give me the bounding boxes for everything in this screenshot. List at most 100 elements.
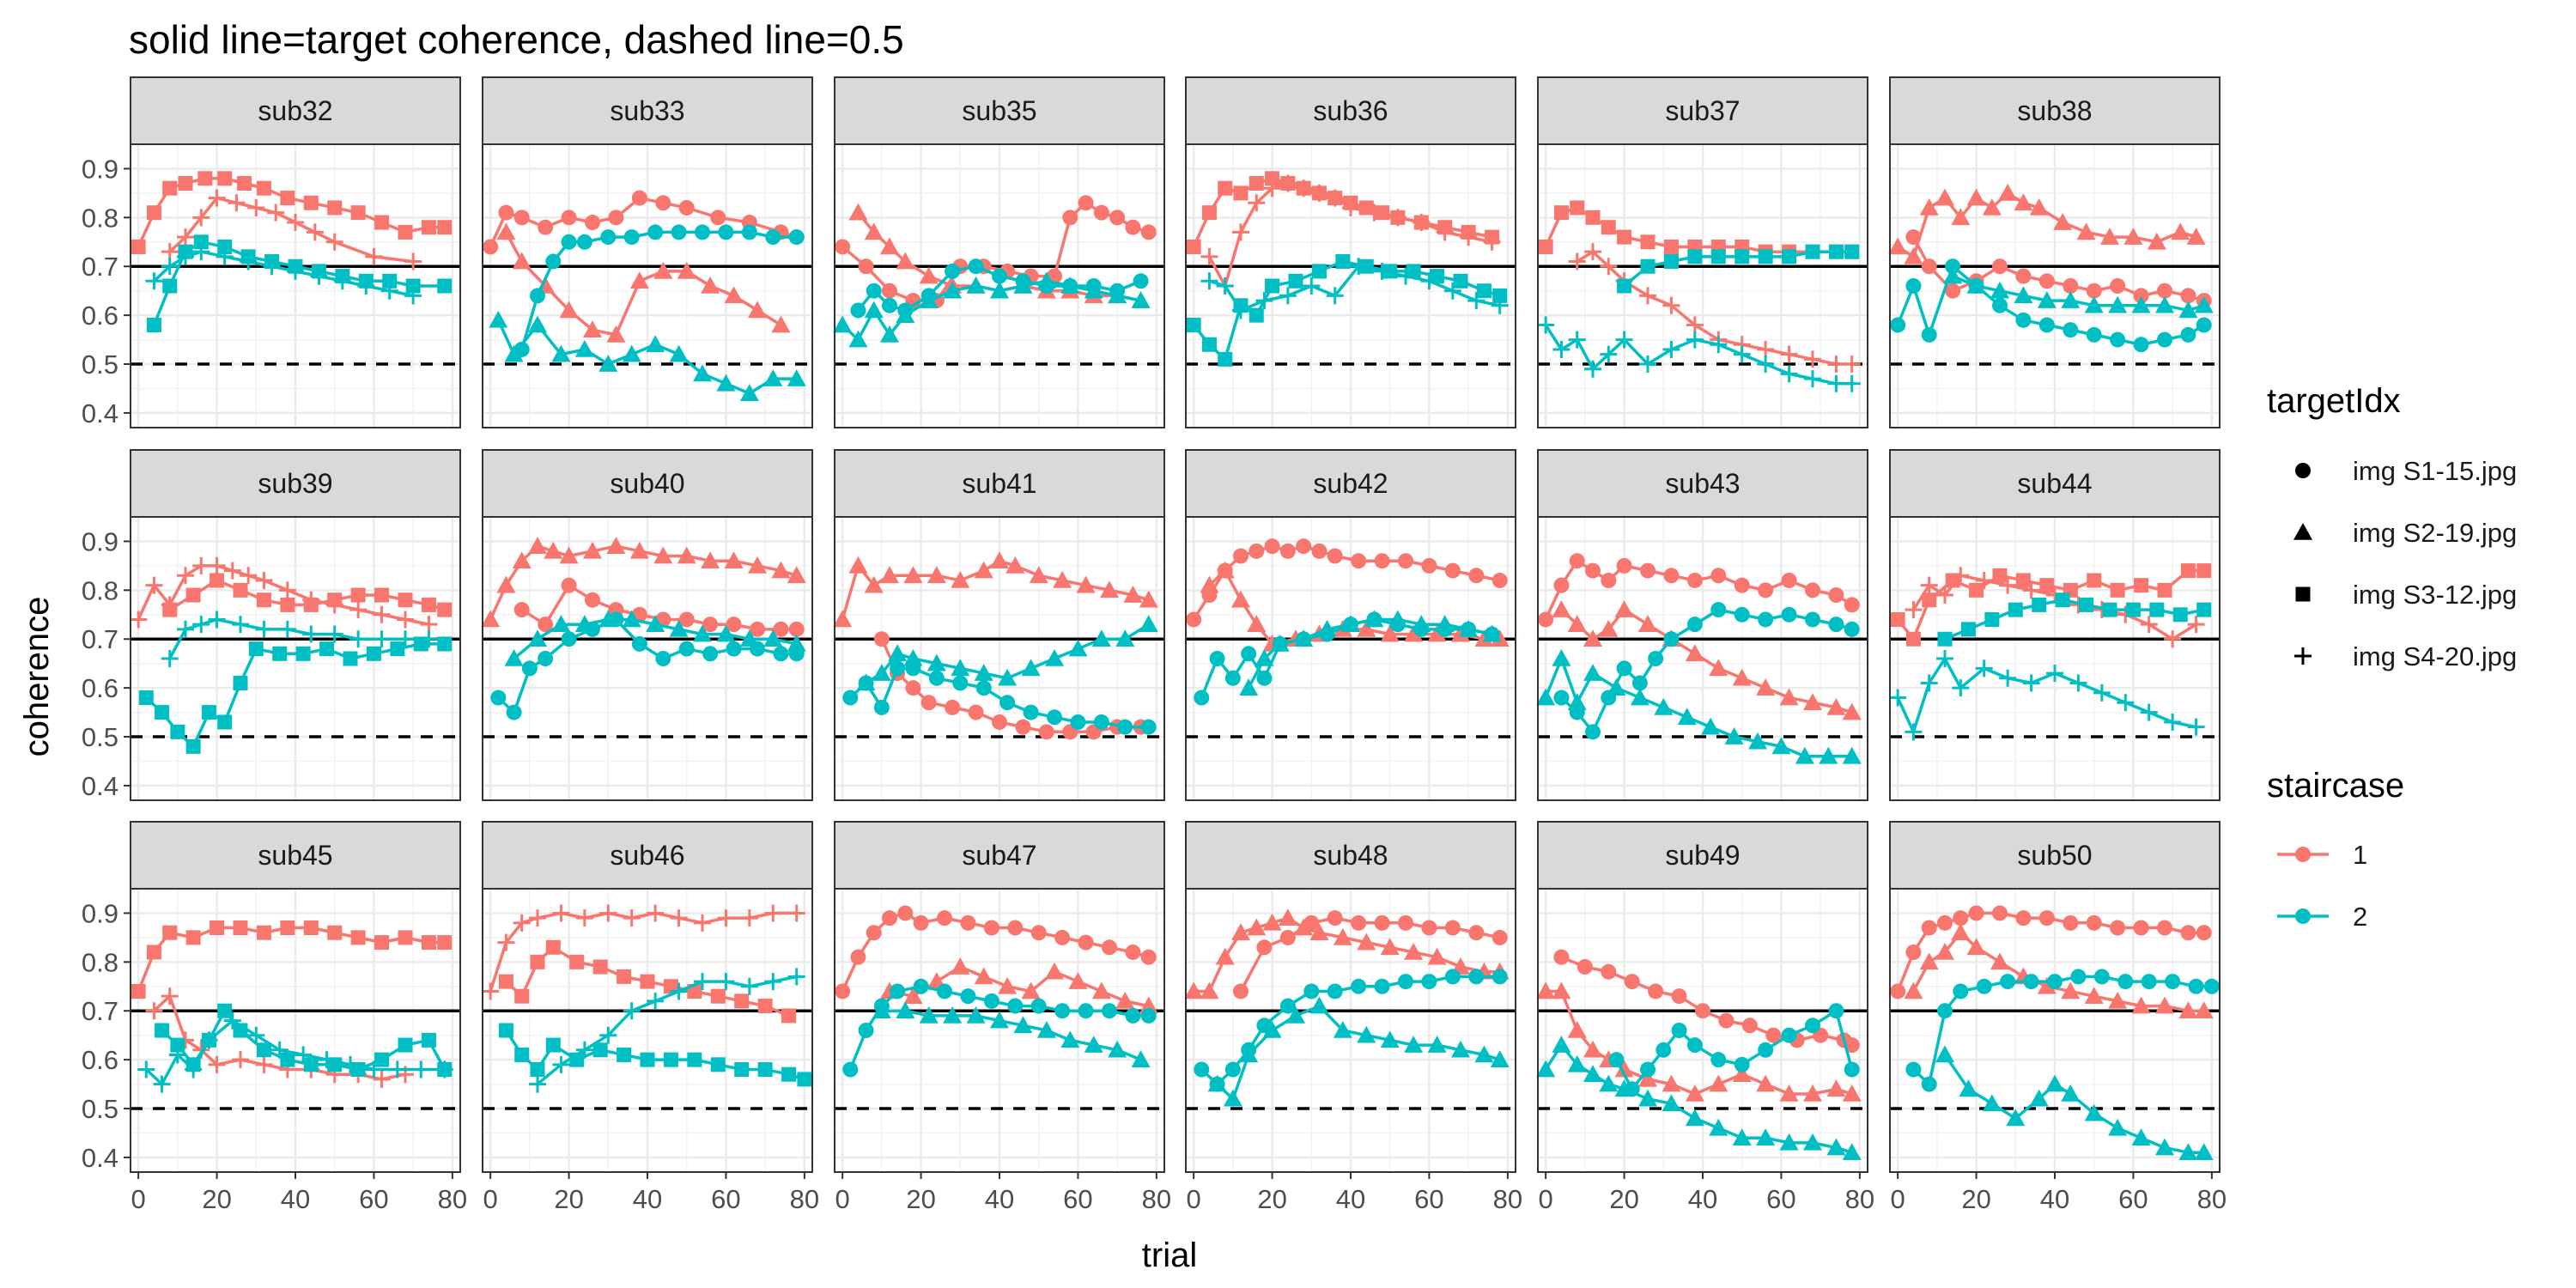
data-point: [858, 258, 874, 275]
data-point: [1091, 629, 1111, 647]
data-point: [1327, 910, 1343, 927]
series-line: [137, 177, 445, 248]
data-point: [130, 611, 148, 629]
data-point: [1804, 370, 1821, 388]
legend-label: img S3-12.jpg: [2353, 580, 2517, 610]
data-point: [177, 620, 194, 638]
x-tick-label: 60: [2118, 1184, 2148, 1214]
data-point: [529, 909, 546, 927]
panel-title: sub35: [962, 95, 1036, 126]
data-point: [974, 561, 993, 579]
data-point: [145, 576, 163, 594]
data-point: [1779, 1133, 1799, 1151]
data-point: [1951, 208, 1971, 226]
data-point: [1677, 708, 1697, 726]
data-point: [864, 575, 884, 593]
series-line: [1192, 259, 1501, 361]
data-point: [2172, 607, 2188, 623]
panel-strip: [1185, 821, 1516, 890]
data-point: [599, 904, 617, 922]
data-point: [1781, 572, 1797, 588]
data-point: [1412, 615, 1431, 632]
data-point: [1819, 746, 1838, 764]
data-point: [606, 537, 626, 554]
data-point: [1262, 1021, 1282, 1038]
data-point: [1617, 278, 1632, 294]
data-point: [701, 551, 720, 569]
x-tick-label: 0: [131, 1184, 146, 1214]
data-point: [1922, 592, 1937, 608]
series-triangle-staircase-1: [833, 551, 1158, 628]
data-point: [514, 1047, 530, 1062]
data-point: [1709, 1074, 1728, 1092]
circle-icon: [2295, 847, 2311, 862]
data-point: [2022, 581, 2040, 599]
data-point: [771, 561, 791, 579]
data-point: [2134, 578, 2149, 593]
data-point: [787, 369, 806, 386]
data-point: [1248, 194, 1266, 212]
data-point: [1758, 249, 1773, 264]
series-plus-staircase-2: [1537, 316, 1861, 392]
data-point: [1943, 266, 1963, 284]
data-point: [327, 925, 343, 940]
data-point: [1583, 664, 1602, 681]
series-triangle-staircase-2: [504, 610, 806, 666]
data-point: [937, 983, 952, 999]
x-tick-label: 20: [554, 1184, 583, 1214]
data-point: [2110, 278, 2126, 294]
x-tick-label: 60: [1414, 1184, 1443, 1214]
data-point: [2131, 996, 2151, 1014]
data-point: [263, 258, 281, 276]
data-point: [2180, 326, 2196, 343]
data-point: [1200, 272, 1218, 290]
data-point: [1309, 996, 1329, 1014]
data-point: [717, 909, 735, 927]
data-point: [374, 935, 390, 951]
data-point: [1695, 1003, 1710, 1019]
data-point: [2055, 592, 2070, 608]
data-point: [1687, 249, 1703, 264]
data-point: [1919, 952, 1939, 970]
data-point: [647, 224, 664, 240]
data-point: [1827, 355, 1845, 374]
data-point: [1607, 678, 1626, 696]
data-point: [2157, 920, 2172, 936]
data-point: [734, 1062, 750, 1078]
data-point: [913, 914, 929, 931]
data-point: [1662, 1094, 1681, 1112]
data-point: [781, 1008, 797, 1024]
data-point: [1662, 296, 1680, 314]
x-tick-label: 60: [1766, 1184, 1795, 1214]
data-point: [872, 664, 891, 681]
data-point: [788, 229, 805, 246]
data-point: [694, 914, 711, 932]
data-point: [1968, 905, 1984, 921]
data-point: [380, 282, 398, 300]
data-point: [1585, 210, 1601, 225]
data-point: [763, 369, 783, 386]
data-point: [2023, 974, 2039, 990]
data-point: [481, 610, 501, 628]
data-point: [1905, 601, 1923, 619]
data-point: [528, 629, 547, 647]
data-point: [1935, 942, 1954, 960]
legend-item-square: img S3-12.jpg: [2295, 580, 2517, 610]
data-point: [514, 988, 530, 1004]
data-point: [2187, 616, 2205, 634]
data-point: [1232, 223, 1249, 241]
series-plus-staircase-2: [145, 243, 422, 305]
data-point: [1710, 249, 1726, 264]
data-point: [896, 1001, 915, 1019]
y-tick-label: 0.9: [82, 526, 118, 556]
data-point: [974, 664, 993, 681]
legend-item-staircase-2: 2: [2277, 902, 2367, 932]
data-point: [327, 592, 343, 608]
panel-border: [1889, 143, 2221, 428]
data-point: [1804, 350, 1821, 368]
data-point: [740, 909, 758, 927]
series-square-staircase-1: [162, 573, 453, 617]
data-point: [287, 262, 304, 280]
data-point: [1078, 1003, 1094, 1019]
data-point: [1380, 624, 1400, 642]
